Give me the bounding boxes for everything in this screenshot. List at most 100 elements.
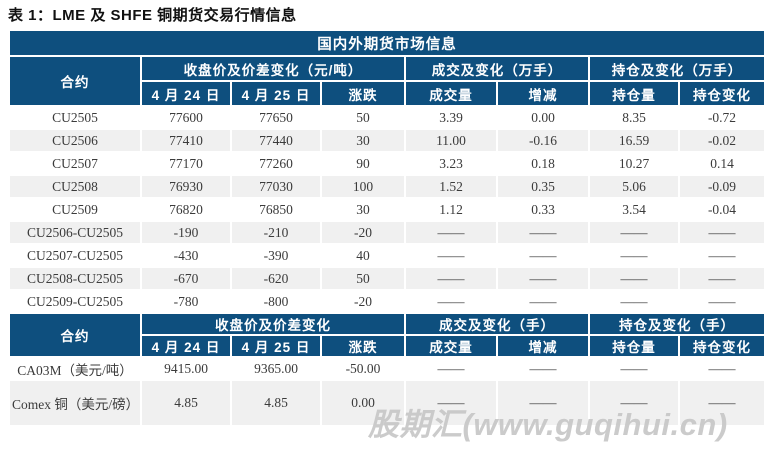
cell: 3.23 bbox=[404, 151, 498, 176]
contract-cell: CU2507 bbox=[8, 151, 142, 176]
futures-market-table: 国内外期货市场信息 合约 收盘价及价差变化（元/吨） 成交及变化（万手） 持仓及… bbox=[8, 29, 766, 427]
table-banner-row: 国内外期货市场信息 bbox=[8, 29, 766, 57]
section1-subheader-volchange: 增减 bbox=[496, 80, 590, 107]
cell: 76930 bbox=[140, 174, 232, 199]
cell: 9365.00 bbox=[230, 356, 322, 381]
section2-group-volume: 成交及变化（手） bbox=[404, 312, 590, 336]
section1-group-volume: 成交及变化（万手） bbox=[404, 55, 590, 82]
cell: —— bbox=[678, 220, 766, 245]
cell: —— bbox=[496, 220, 590, 245]
cell: —— bbox=[588, 243, 680, 268]
cell: —— bbox=[404, 266, 498, 291]
cell: —— bbox=[404, 243, 498, 268]
banner-title: 国内外期货市场信息 bbox=[8, 29, 766, 57]
cell: -0.09 bbox=[678, 174, 766, 199]
cell: —— bbox=[588, 220, 680, 245]
cell: -210 bbox=[230, 220, 322, 245]
cell: -20 bbox=[320, 289, 406, 314]
table-row: CU2508-CU2505 -670 -620 50 —— —— —— —— bbox=[8, 266, 766, 291]
section1-sub-header-row: 4 月 24 日 4 月 25 日 涨跌 成交量 增减 持仓量 持仓变化 bbox=[9, 80, 766, 107]
table-row: CU2506 77410 77440 30 11.00 -0.16 16.59 … bbox=[8, 128, 766, 153]
table-row: CU2506-CU2505 -190 -210 -20 —— —— —— —— bbox=[8, 220, 766, 245]
cell: 11.00 bbox=[404, 128, 498, 153]
cell: -390 bbox=[230, 243, 322, 268]
cell: 50 bbox=[320, 105, 406, 130]
section2-subheader-oi: 持仓量 bbox=[588, 334, 680, 358]
section2-group-header-row: 合约 收盘价及价差变化 成交及变化（手） 持仓及变化（手） bbox=[8, 312, 766, 358]
cell: —— bbox=[678, 379, 766, 427]
cell: 4.85 bbox=[230, 379, 322, 427]
cell: -50.00 bbox=[320, 356, 406, 381]
cell: 5.06 bbox=[588, 174, 680, 199]
section1-group-header-row: 合约 收盘价及价差变化（元/吨） 成交及变化（万手） 持仓及变化（万手） bbox=[8, 55, 766, 107]
section2-subheader-change: 涨跌 bbox=[320, 334, 406, 358]
table-row: CU2505 77600 77650 50 3.39 0.00 8.35 -0.… bbox=[8, 105, 766, 130]
cell: 77260 bbox=[230, 151, 322, 176]
cell: -0.02 bbox=[678, 128, 766, 153]
cell: 4.85 bbox=[140, 379, 232, 427]
cell: -800 bbox=[230, 289, 322, 314]
cell: 76820 bbox=[140, 197, 232, 222]
cell: -0.04 bbox=[678, 197, 766, 222]
cell: 0.00 bbox=[496, 105, 590, 130]
cell: -430 bbox=[140, 243, 232, 268]
cell: -780 bbox=[140, 289, 232, 314]
cell: —— bbox=[404, 220, 498, 245]
contract-cell: CU2509-CU2505 bbox=[8, 289, 142, 314]
section1-group-openinterest: 持仓及变化（万手） bbox=[588, 55, 766, 82]
cell: 77600 bbox=[140, 105, 232, 130]
section2-subheader-volume: 成交量 bbox=[404, 334, 498, 358]
cell: 40 bbox=[320, 243, 406, 268]
cell: —— bbox=[404, 356, 498, 381]
cell: 1.52 bbox=[404, 174, 498, 199]
cell: —— bbox=[678, 266, 766, 291]
table-title: 表 1：LME 及 SHFE 铜期货交易行情信息 bbox=[8, 7, 297, 24]
contract-cell: CU2505 bbox=[8, 105, 142, 130]
cell: -0.72 bbox=[678, 105, 766, 130]
contract-cell: Comex 铜（美元/磅） bbox=[8, 379, 142, 427]
cell: 77650 bbox=[230, 105, 322, 130]
site-watermark: 股期汇(www.guqihui.cn) bbox=[368, 407, 728, 442]
cell: 90 bbox=[320, 151, 406, 176]
contract-cell: CU2508 bbox=[8, 174, 142, 199]
cell: —— bbox=[588, 379, 680, 427]
cell: 3.39 bbox=[404, 105, 498, 130]
cell: 0.18 bbox=[496, 151, 590, 176]
cell: 3.54 bbox=[588, 197, 680, 222]
contract-cell: CU2506 bbox=[8, 128, 142, 153]
cell: 9415.00 bbox=[140, 356, 232, 381]
contract-cell: CU2509 bbox=[8, 197, 142, 222]
cell: —— bbox=[496, 243, 590, 268]
cell: 77030 bbox=[230, 174, 322, 199]
cell: -670 bbox=[140, 266, 232, 291]
section2-subheader-oichange: 持仓变化 bbox=[678, 334, 766, 358]
section1-subheader-volume: 成交量 bbox=[404, 80, 498, 107]
cell: 0.00 bbox=[320, 379, 406, 427]
cell: 0.33 bbox=[496, 197, 590, 222]
table-row: CU2507 77170 77260 90 3.23 0.18 10.27 0.… bbox=[8, 151, 766, 176]
cell: 77170 bbox=[140, 151, 232, 176]
section2-group-price: 收盘价及价差变化 bbox=[140, 312, 406, 336]
contract-cell: CU2506-CU2505 bbox=[8, 220, 142, 245]
contract-cell: CA03M（美元/吨） bbox=[8, 356, 142, 381]
cell: -0.16 bbox=[496, 128, 590, 153]
section2-group-openinterest: 持仓及变化（手） bbox=[588, 312, 766, 336]
contract-cell: CU2508-CU2505 bbox=[8, 266, 142, 291]
table-row: Comex 铜（美元/磅） 4.85 4.85 0.00 —— —— —— —— bbox=[8, 379, 766, 427]
table-row: CA03M（美元/吨） 9415.00 9365.00 -50.00 —— ——… bbox=[8, 356, 766, 381]
cell: 1.12 bbox=[404, 197, 498, 222]
cell: —— bbox=[678, 289, 766, 314]
cell: 77410 bbox=[140, 128, 232, 153]
cell: 10.27 bbox=[588, 151, 680, 176]
cell: 0.14 bbox=[678, 151, 766, 176]
section1-subheader-oi: 持仓量 bbox=[588, 80, 680, 107]
cell: —— bbox=[496, 289, 590, 314]
cell: —— bbox=[678, 356, 766, 381]
cell: 8.35 bbox=[588, 105, 680, 130]
cell: —— bbox=[678, 243, 766, 268]
table-row: CU2509 76820 76850 30 1.12 0.33 3.54 -0.… bbox=[8, 197, 766, 222]
section2-subheader-date2: 4 月 25 日 bbox=[230, 334, 322, 358]
cell: —— bbox=[496, 379, 590, 427]
cell: —— bbox=[496, 266, 590, 291]
